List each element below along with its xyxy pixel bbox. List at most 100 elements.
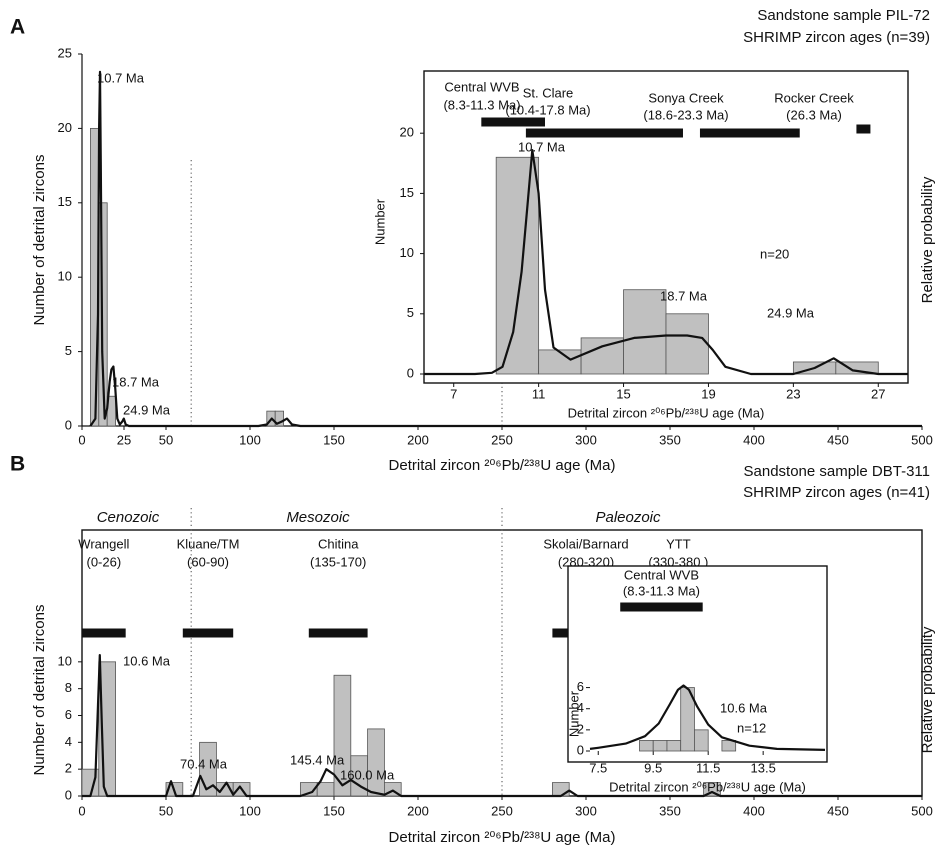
y-tick-label: 25 — [58, 45, 72, 60]
peak-label: 24.9 Ma — [767, 305, 815, 320]
histogram-bar — [367, 728, 385, 797]
x-tick-label: 350 — [659, 803, 681, 818]
histogram-bar — [538, 349, 582, 375]
y-tick-label: 0 — [577, 742, 584, 757]
histogram-bar — [835, 361, 879, 375]
peak-label: 10.6 Ma — [123, 653, 171, 668]
peak-label: 70.4 Ma — [180, 756, 228, 771]
age-range-bar — [525, 128, 683, 138]
x-tick-label: 300 — [575, 432, 597, 447]
chart-title: Sandstone sample DBT-311 — [744, 463, 931, 480]
y-tick-label: 6 — [65, 707, 72, 722]
histogram-bar — [580, 337, 624, 375]
range-span: (0-26) — [86, 554, 121, 569]
histogram-bar — [316, 782, 335, 797]
histogram-bar — [665, 313, 709, 375]
y-axis-title: Number — [372, 198, 387, 245]
x-tick-label: 7 — [450, 386, 457, 401]
y2-axis-title: Relative probability — [919, 176, 936, 303]
x-tick-label: 300 — [575, 803, 597, 818]
x-tick-label: 25 — [117, 432, 131, 447]
x-tick-label: 100 — [239, 432, 261, 447]
peak-label: 10.7 Ma — [518, 139, 566, 154]
panel-label: A — [10, 16, 25, 39]
x-tick-label: 400 — [743, 803, 765, 818]
x-axis-title: Detrital zircon ²⁰⁶Pb/²³⁸U age (Ma) — [389, 457, 616, 474]
y-tick-label: 15 — [58, 194, 72, 209]
y-tick-label: 2 — [65, 761, 72, 776]
x-tick-label: 50 — [159, 803, 173, 818]
age-range-bar — [308, 628, 368, 638]
peak-label: 24.9 Ma — [123, 402, 171, 417]
y-axis-title: Number of detrital zircons — [31, 605, 48, 776]
x-tick-label: 7.5 — [589, 760, 607, 775]
age-range-bar — [82, 628, 126, 638]
x-tick-label: 19 — [701, 386, 715, 401]
range-name: Kluane/TM — [177, 536, 240, 551]
histogram-bar — [694, 729, 709, 752]
x-tick-label: 15 — [616, 386, 630, 401]
histogram-bar — [552, 782, 570, 797]
histogram-bar — [274, 410, 285, 427]
histogram-bar — [639, 740, 654, 752]
probability-curve — [424, 149, 908, 376]
x-axis-title: Detrital zircon ²⁰⁶Pb/²³⁸U age (Ma) — [568, 405, 765, 420]
y-tick-label: 10 — [58, 269, 72, 284]
range-span: (10.4-17.8 Ma) — [505, 102, 590, 117]
x-tick-label: 350 — [659, 432, 681, 447]
range-name: Wrangell — [78, 536, 129, 551]
age-range-bar — [481, 117, 545, 127]
x-tick-label: 200 — [407, 432, 429, 447]
x-tick-label: 200 — [407, 803, 429, 818]
y-tick-label: 6 — [577, 679, 584, 694]
x-axis-title: Detrital zircon ²⁰⁶Pb/²³⁸U age (Ma) — [389, 829, 616, 846]
age-range-bar — [699, 128, 800, 138]
histogram-bar — [623, 289, 667, 375]
x-tick-label: 250 — [491, 432, 513, 447]
probability-curve — [89, 70, 922, 428]
range-name: St. Clare — [523, 85, 574, 100]
x-tick-label: 450 — [827, 432, 849, 447]
x-tick-label: 400 — [743, 432, 765, 447]
plot-frame — [567, 565, 828, 763]
age-range-bar — [182, 628, 234, 638]
range-span: (8.3-11.3 Ma) — [623, 583, 700, 598]
x-tick-label: 9.5 — [644, 760, 662, 775]
era-label: Paleozoic — [595, 509, 661, 526]
peak-label: 10.7 Ma — [97, 70, 145, 85]
y-tick-label: 10 — [58, 653, 72, 668]
y-tick-label: 0 — [65, 417, 72, 432]
chart-subtitle: SHRIMP zircon ages (n=41) — [743, 484, 930, 501]
range-span: (26.3 Ma) — [786, 107, 842, 122]
histogram-bar — [495, 156, 540, 375]
y-tick-label: 5 — [65, 343, 72, 358]
x-tick-label: 150 — [323, 803, 345, 818]
peak-label: 145.4 Ma — [290, 752, 345, 767]
x-tick-label: 0 — [78, 803, 85, 818]
age-range-bar — [856, 124, 871, 134]
x-tick-label: 23 — [786, 386, 800, 401]
x-axis-title: Detrital zircon ²⁰⁶Pb/²³⁸U age (Ma) — [609, 779, 806, 794]
y-tick-label: 20 — [58, 120, 72, 135]
x-tick-label: 50 — [159, 432, 173, 447]
probability-curve — [589, 684, 826, 751]
range-name: Rocker Creek — [774, 90, 854, 105]
range-name: Sonya Creek — [648, 90, 724, 105]
x-tick-label: 250 — [491, 803, 513, 818]
chart-subtitle: SHRIMP zircon ages (n=39) — [743, 29, 930, 46]
probability-curve — [82, 654, 922, 798]
y-axis-title: Number of detrital zircons — [31, 155, 48, 326]
y-tick-label: 10 — [400, 245, 414, 260]
x-tick-label: 500 — [911, 432, 933, 447]
histogram-bar — [652, 740, 668, 752]
range-span: (18.6-23.3 Ma) — [643, 107, 728, 122]
x-tick-label: 13.5 — [751, 760, 776, 775]
range-name: Central WVB — [444, 79, 519, 94]
y2-axis-title: Relative probability — [919, 626, 936, 753]
range-name: Central WVB — [624, 567, 699, 582]
era-label: Mesozoic — [286, 509, 350, 526]
range-name: Chitina — [318, 536, 359, 551]
y-tick-label: 4 — [65, 734, 72, 749]
range-name: Skolai/Barnard — [543, 536, 628, 551]
